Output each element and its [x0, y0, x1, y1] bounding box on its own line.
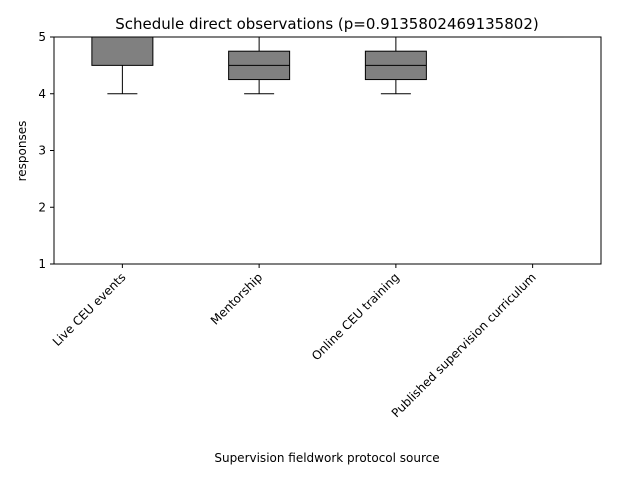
y-tick-label: 3	[38, 144, 46, 158]
y-axis-label: responses	[15, 121, 29, 182]
plot-frame	[53, 36, 602, 265]
box-iqr	[91, 36, 154, 66]
x-tick-label: Published supervision curriculum	[389, 270, 539, 420]
x-tick-label: Online CEU training	[309, 270, 402, 363]
y-tick-label: 4	[38, 87, 46, 101]
y-tick-label: 2	[38, 200, 46, 214]
x-tick-label: Live CEU events	[50, 270, 129, 349]
plot-area: 1 2 3 4 5 Live CEU events Mentorship Online CEU…	[38, 30, 602, 420]
x-axis-label: Supervision fieldwork protocol source	[214, 451, 439, 465]
x-tick-label: Mentorship	[208, 270, 265, 327]
y-tick-label: 5	[38, 30, 46, 44]
chart-title: Schedule direct observations (p=0.913580…	[115, 15, 538, 33]
y-tick-label: 1	[38, 257, 46, 271]
